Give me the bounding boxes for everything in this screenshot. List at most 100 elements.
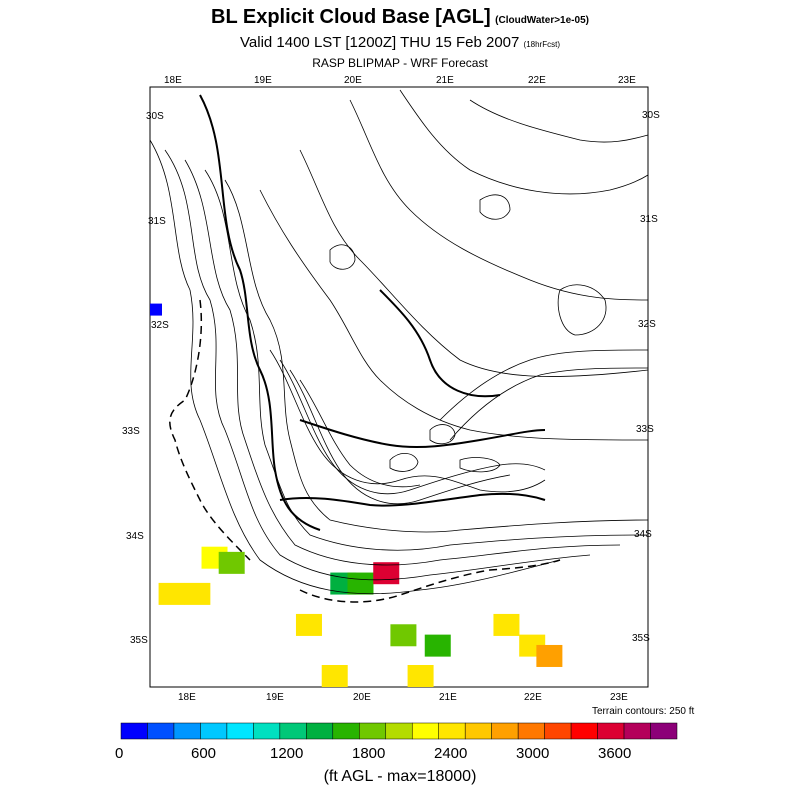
lat-left-34: 34S: [126, 531, 144, 542]
cloud-base-cells: [150, 303, 563, 687]
cbar-tick-0: 0: [115, 745, 124, 762]
cloud-base-cell: [347, 572, 374, 595]
lon-bottom-20: 20E: [353, 692, 371, 703]
lon-bottom-22: 22E: [524, 692, 542, 703]
colorbar-swatch: [332, 722, 360, 740]
cloud-base-cell: [407, 665, 434, 687]
lat-right-30: 30S: [642, 110, 660, 121]
contour-line: [439, 349, 649, 421]
contour-line: [449, 367, 649, 441]
source-label: RASP BLIPMAP - WRF Forecast: [312, 56, 488, 70]
lat-left-33: 33S: [122, 426, 140, 437]
cloud-base-cell: [536, 644, 563, 667]
cloud-base-cell: [390, 624, 417, 647]
cloud-base-cell: [150, 303, 162, 316]
contour-line: [479, 194, 511, 220]
lon-top-21: 21E: [436, 75, 454, 86]
contour-line: [299, 149, 649, 377]
contour-line: [149, 139, 561, 595]
title-main: BL Explicit Cloud Base [AGL]: [211, 6, 491, 28]
plot-frame: [149, 86, 649, 688]
lat-right-34: 34S: [634, 529, 652, 540]
terrain-contour-note: Terrain contours: 250 ft: [592, 706, 695, 717]
colorbar-swatch: [491, 722, 519, 740]
cbar-tick-1200: 1200: [270, 745, 304, 762]
cloud-base-cell: [424, 634, 451, 657]
colorbar-swatch: [147, 722, 175, 740]
lat-right-32: 32S: [638, 319, 656, 330]
colorbar-label: (ft AGL - max=18000): [323, 768, 477, 785]
colorbar-swatch: [279, 722, 307, 740]
contour-line: [557, 284, 607, 336]
contour-line: [389, 453, 419, 472]
lon-top-18: 18E: [164, 75, 182, 86]
colorbar-swatch: [411, 722, 439, 740]
chart-title: BL Explicit Cloud Base [AGL] (CloudWater…: [0, 6, 800, 29]
lat-left-32: 32S: [151, 320, 169, 331]
cloud-base-cell: [158, 582, 185, 605]
lon-bottom-21: 21E: [439, 692, 457, 703]
colorbar-swatch: [226, 722, 254, 740]
valid-text: Valid 1400 LST [1200Z] THU 15 Feb 2007: [240, 34, 520, 51]
lat-left-35: 35S: [130, 635, 148, 646]
colorbar-swatch: [385, 722, 413, 740]
bold-contour: [299, 419, 546, 449]
cloud-base-cell: [373, 562, 400, 585]
colorbar-swatch: [570, 722, 598, 740]
forecast-hour: (18hrFcst): [523, 40, 560, 49]
coast-line: [169, 299, 251, 561]
colorbar-swatch: [464, 722, 492, 740]
coast-line: [299, 559, 561, 603]
contour-line: [259, 189, 649, 441]
colorbar-swatch: [120, 722, 148, 740]
colorbar-swatch: [173, 722, 201, 740]
lon-bottom-18: 18E: [178, 692, 196, 703]
lon-bottom-19: 19E: [266, 692, 284, 703]
valid-time: Valid 1400 LST [1200Z] THU 15 Feb 2007 (…: [0, 34, 800, 51]
lon-top-20: 20E: [344, 75, 362, 86]
colorbar-swatch: [200, 722, 228, 740]
cbar-tick-3600: 3600: [598, 745, 632, 762]
bold-contour: [379, 289, 501, 398]
coast-dashed: [169, 299, 561, 603]
colorbar-swatch: [359, 722, 387, 740]
contour-line: [224, 179, 649, 533]
contour-line: [459, 457, 501, 473]
lat-right-33: 33S: [636, 424, 654, 435]
cloud-base-cell: [295, 613, 322, 636]
contour-line: [329, 244, 356, 270]
colorbar-swatch: [253, 722, 281, 740]
cbar-tick-2400: 2400: [434, 745, 468, 762]
colorbar-swatch: [623, 722, 651, 740]
lat-right-35: 35S: [632, 633, 650, 644]
contour-line: [429, 424, 456, 445]
contour-line: [204, 169, 649, 551]
colorbar-swatch: [438, 722, 466, 740]
contour-line: [269, 349, 546, 493]
title-note: (CloudWater>1e-05): [495, 15, 589, 26]
lon-top-19: 19E: [254, 75, 272, 86]
colorbar-swatch: [306, 722, 334, 740]
contour-line: [289, 369, 511, 504]
lat-left-31: 31S: [148, 216, 166, 227]
lon-top-22: 22E: [528, 75, 546, 86]
coastline-bold: [199, 94, 546, 531]
cloud-base-cell: [218, 551, 245, 574]
cloud-base-cell: [321, 665, 348, 687]
cbar-tick-1800: 1800: [352, 745, 386, 762]
colorbar-swatch: [597, 722, 625, 740]
colorbar-swatch: [544, 722, 572, 740]
contour-line: [184, 159, 621, 566]
cloud-base-cell: [493, 613, 520, 636]
lon-top-23: 23E: [618, 75, 636, 86]
cloud-base-cell: [184, 582, 211, 605]
contour-line: [299, 379, 421, 488]
lat-right-31: 31S: [640, 214, 658, 225]
contour-line: [349, 99, 649, 301]
bold-contour: [199, 94, 321, 531]
colorbar-swatch: [650, 722, 678, 740]
contour-line: [164, 149, 591, 581]
bold-contour: [279, 492, 546, 507]
cbar-tick-600: 600: [191, 745, 217, 762]
